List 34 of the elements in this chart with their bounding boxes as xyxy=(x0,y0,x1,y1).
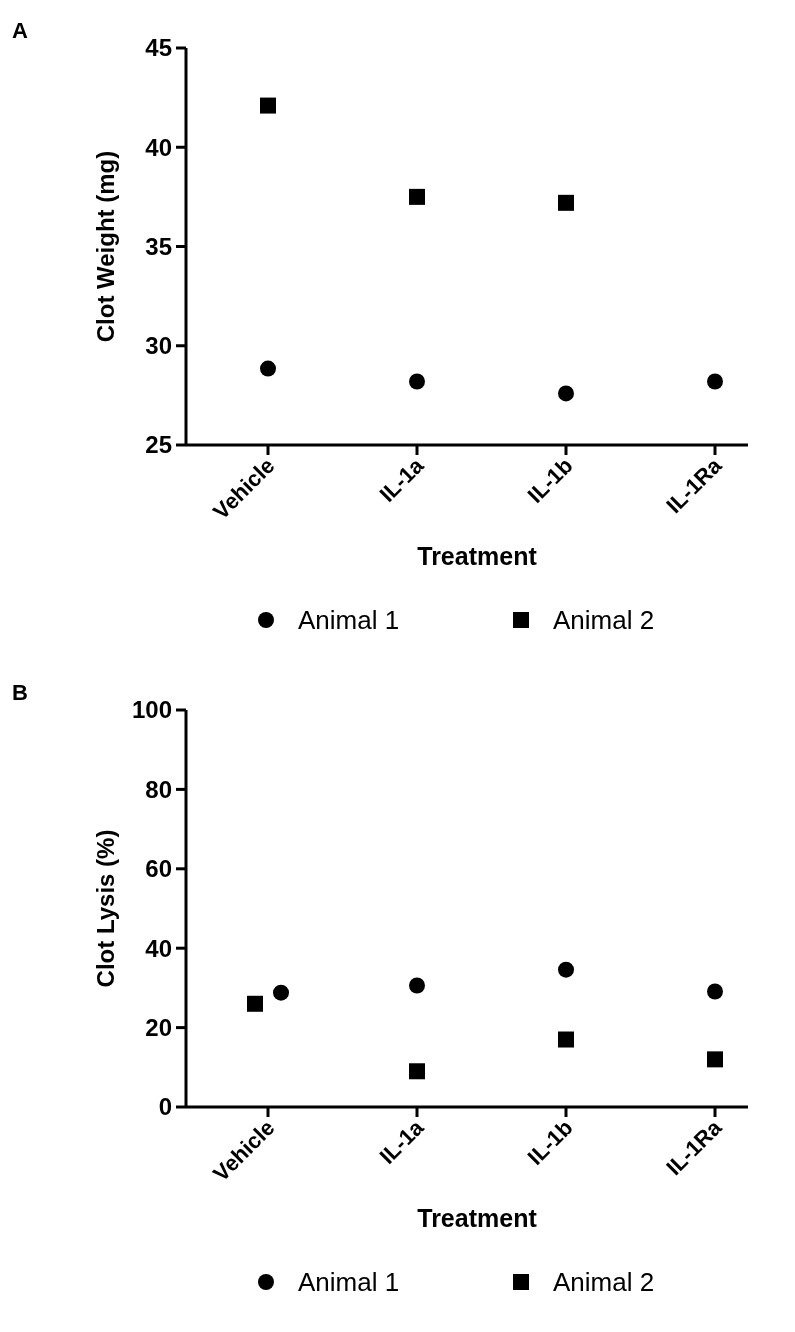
chart-title: B xyxy=(12,680,28,705)
legend-label: Animal 1 xyxy=(298,1267,400,1298)
point xyxy=(409,1063,425,1080)
point xyxy=(707,1051,723,1068)
chart-title: A xyxy=(12,18,28,43)
point xyxy=(558,194,574,211)
y-tick-label: 25 xyxy=(145,431,172,459)
legend-label: Animal 2 xyxy=(553,605,655,636)
point xyxy=(558,1031,574,1048)
y-axis-title: Clot Weight (mg) xyxy=(92,150,119,343)
y-tick-label: 40 xyxy=(145,133,172,161)
y-axis-title: Clot Lysis (%) xyxy=(92,829,119,988)
x-axis-title: Treatment xyxy=(417,542,538,570)
point xyxy=(707,373,723,390)
point xyxy=(409,373,425,390)
point xyxy=(558,961,574,978)
y-tick-label: 30 xyxy=(145,332,172,360)
y-tick-label: 80 xyxy=(145,775,172,803)
point xyxy=(260,360,276,377)
y-tick-label: 35 xyxy=(145,232,172,260)
y-tick-label: 40 xyxy=(145,934,172,962)
point xyxy=(558,385,574,402)
legend-label: Animal 1 xyxy=(298,605,400,636)
x-axis-title: Treatment xyxy=(417,1204,538,1232)
y-tick-label: 0 xyxy=(158,1093,172,1121)
point xyxy=(707,983,723,1000)
y-tick-label: 100 xyxy=(131,696,172,724)
y-tick-label: 60 xyxy=(145,855,172,883)
point xyxy=(260,97,276,114)
y-tick-label: 45 xyxy=(145,34,172,62)
point xyxy=(409,188,425,205)
legend-label: Animal 2 xyxy=(553,1267,655,1298)
y-tick-label: 20 xyxy=(145,1014,172,1041)
point xyxy=(409,977,425,994)
